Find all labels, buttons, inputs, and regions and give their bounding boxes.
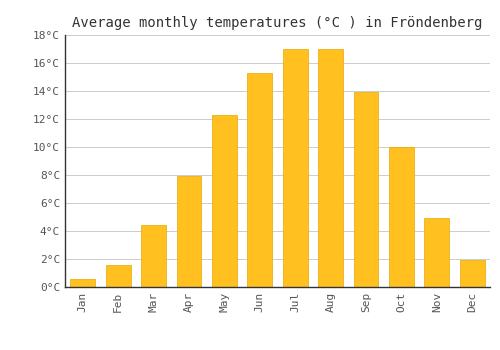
Bar — [70, 279, 95, 287]
Bar — [283, 49, 308, 287]
Bar — [460, 260, 484, 287]
Bar — [141, 225, 166, 287]
Bar — [106, 265, 130, 287]
Bar — [248, 73, 272, 287]
Bar — [318, 49, 343, 287]
Bar — [212, 115, 237, 287]
Bar — [389, 147, 414, 287]
Bar — [424, 218, 450, 287]
Bar — [354, 92, 378, 287]
Title: Average monthly temperatures (°C ) in Fröndenberg: Average monthly temperatures (°C ) in Fr… — [72, 16, 482, 30]
Bar — [176, 176, 202, 287]
